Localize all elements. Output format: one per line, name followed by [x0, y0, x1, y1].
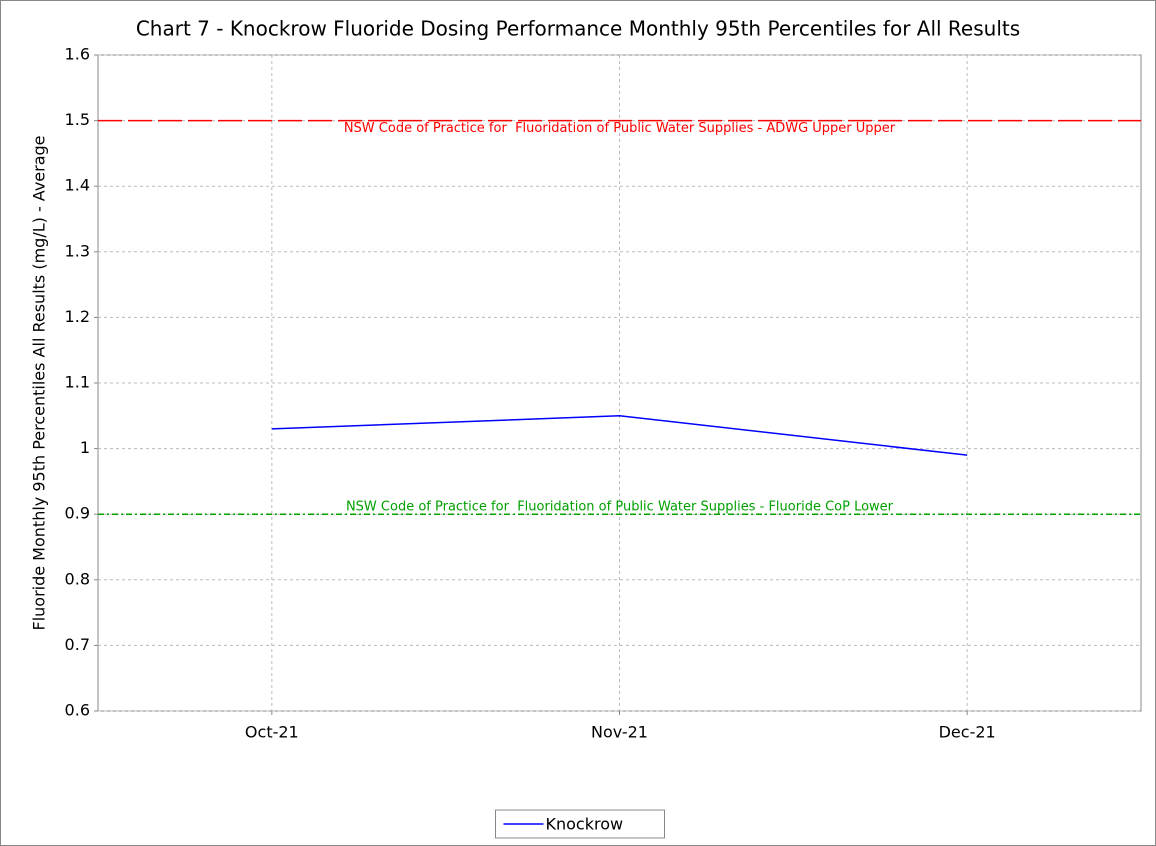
y-tick-label: 1.5 — [65, 110, 90, 129]
reference-label: NSW Code of Practice for Fluoridation of… — [346, 500, 894, 515]
y-tick-label: 1.4 — [65, 176, 90, 195]
y-tick-label: 1.1 — [65, 373, 90, 392]
data-line — [271, 415, 968, 456]
y-tick-label: 1 — [80, 438, 90, 457]
chart-title: Chart 7 - Knockrow Fluoride Dosing Perfo… — [136, 17, 1020, 41]
y-tick-label: 0.6 — [65, 701, 90, 720]
legend-box — [495, 809, 665, 839]
y-tick-label: 1.2 — [65, 307, 90, 326]
y-tick-label: 1.6 — [65, 45, 90, 64]
x-tick-label: Dec-21 — [939, 723, 996, 742]
y-tick-label: 0.9 — [65, 504, 90, 523]
y-tick-label: 1.3 — [65, 241, 90, 260]
x-tick-label: Nov-21 — [591, 723, 648, 742]
x-tick-label: Oct-21 — [245, 723, 299, 742]
y-tick-label: 0.7 — [65, 635, 90, 654]
y-axis-label: Fluoride Monthly 95th Percentiles All Re… — [30, 135, 49, 630]
y-tick-label: 0.8 — [65, 569, 90, 588]
reference-label: NSW Code of Practice for Fluoridation of… — [344, 121, 896, 136]
legend-label: Knockrow — [546, 815, 624, 834]
